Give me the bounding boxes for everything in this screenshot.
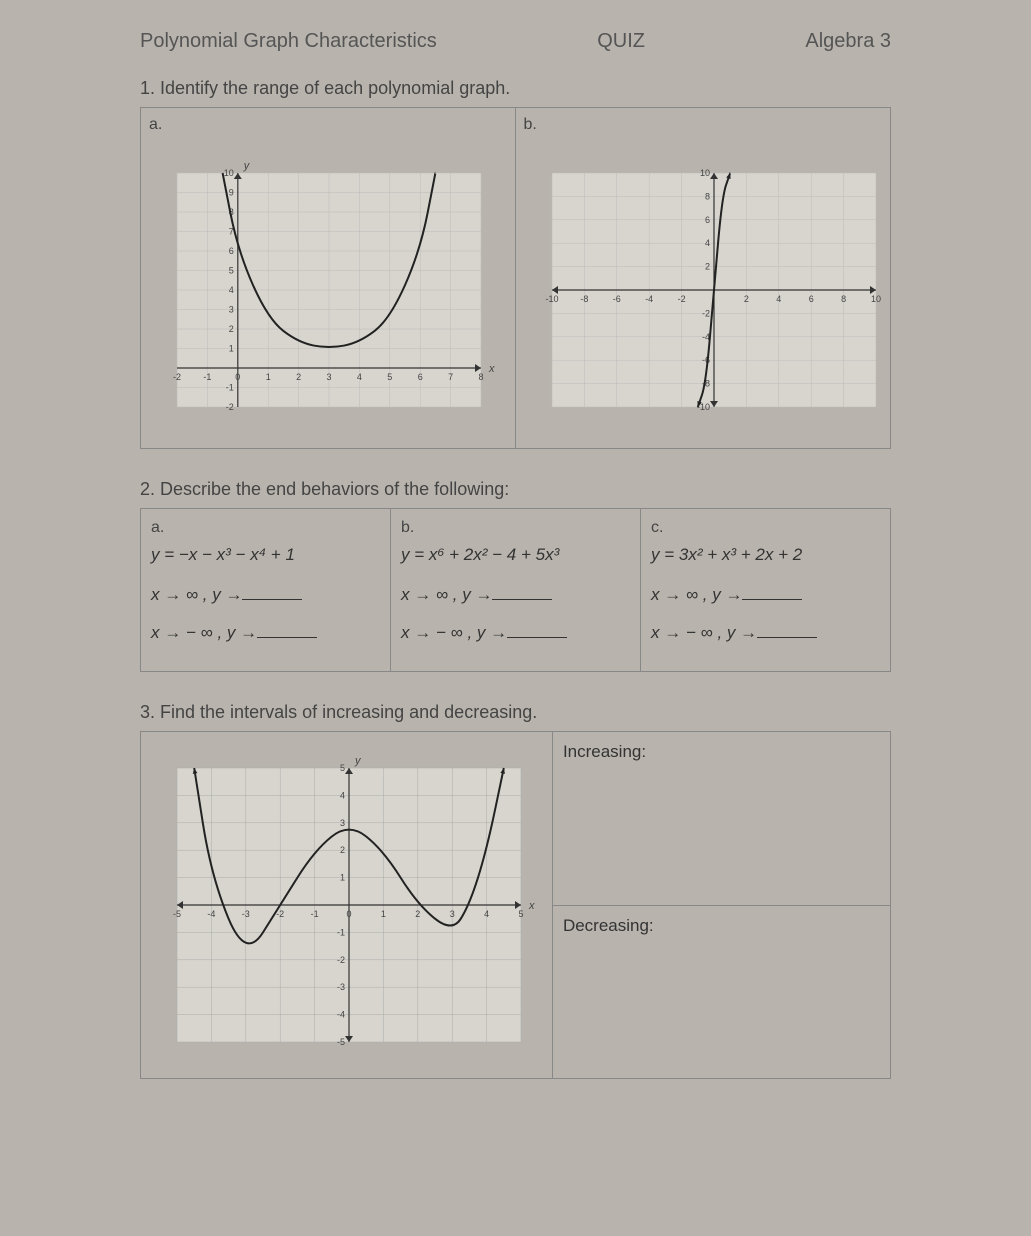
svg-text:10: 10: [224, 168, 234, 178]
svg-text:-3: -3: [337, 982, 345, 992]
svg-text:x: x: [488, 363, 495, 375]
q2-prompt: 2. Describe the end behaviors of the fol…: [140, 479, 991, 500]
svg-text:1: 1: [340, 873, 345, 883]
q1-row: a. -2-1012345678-2-112345678910xy b. -10…: [140, 107, 891, 449]
svg-text:-1: -1: [337, 927, 345, 937]
q1b-svg: -10-8-6-4-2246810-10-8-6-4-2246810: [524, 145, 883, 435]
svg-text:2: 2: [229, 324, 234, 334]
svg-text:6: 6: [229, 246, 234, 256]
q2a-lim2: x → − ∞ , y →: [151, 623, 380, 643]
svg-text:-5: -5: [337, 1037, 345, 1047]
q1a-svg: -2-1012345678-2-112345678910xy: [149, 145, 507, 435]
svg-text:9: 9: [229, 188, 234, 198]
q2a-eq: y = −x − x³ − x⁴ + 1: [151, 545, 380, 565]
svg-text:-4: -4: [337, 1010, 345, 1020]
q1b-graph: -10-8-6-4-2246810-10-8-6-4-2246810: [524, 140, 883, 440]
svg-text:2: 2: [296, 372, 301, 382]
header-right: Algebra 3: [805, 30, 891, 53]
svg-text:6: 6: [418, 372, 423, 382]
svg-text:-4: -4: [207, 909, 215, 919]
svg-text:-10: -10: [545, 294, 558, 304]
svg-text:4: 4: [357, 372, 362, 382]
q3-decreasing: Decreasing:: [553, 906, 890, 1079]
svg-text:1: 1: [229, 344, 234, 354]
q1a-label: a.: [149, 116, 507, 134]
q2c-cell: c. y = 3x² + x³ + 2x + 2 x → ∞ , y → x →…: [641, 509, 890, 671]
q2b-cell: b. y = x⁶ + 2x² − 4 + 5x³ x → ∞ , y → x …: [391, 509, 641, 671]
svg-text:5: 5: [340, 763, 345, 773]
q3-prompt: 3. Find the intervals of increasing and …: [140, 702, 991, 723]
svg-text:y: y: [354, 755, 362, 767]
svg-text:3: 3: [340, 818, 345, 828]
svg-text:x: x: [528, 900, 535, 912]
svg-text:5: 5: [229, 266, 234, 276]
page-header: Polynomial Graph Characteristics QUIZ Al…: [140, 30, 891, 53]
svg-text:-2: -2: [677, 294, 685, 304]
svg-text:1: 1: [381, 909, 386, 919]
svg-text:7: 7: [448, 372, 453, 382]
svg-text:4: 4: [229, 285, 234, 295]
svg-text:-1: -1: [226, 383, 234, 393]
svg-text:-2: -2: [701, 308, 709, 318]
svg-text:-6: -6: [612, 294, 620, 304]
svg-text:4: 4: [776, 294, 781, 304]
q3-svg: -5-4-3-2-1012345-5-4-3-2-112345xy: [149, 740, 544, 1070]
q3-graph-cell: -5-4-3-2-1012345-5-4-3-2-112345xy: [141, 732, 553, 1078]
q2a-lim1: x → ∞ , y →: [151, 585, 380, 605]
svg-text:2: 2: [743, 294, 748, 304]
svg-text:-5: -5: [173, 909, 181, 919]
svg-text:-3: -3: [242, 909, 250, 919]
q1b-label: b.: [524, 116, 883, 134]
q2b-lim1: x → ∞ , y →: [401, 585, 630, 605]
svg-text:2: 2: [415, 909, 420, 919]
svg-text:4: 4: [484, 909, 489, 919]
q2c-lim2: x → − ∞ , y →: [651, 623, 880, 643]
svg-text:-1: -1: [203, 372, 211, 382]
q1-prompt: 1. Identify the range of each polynomial…: [140, 78, 991, 99]
svg-text:-2: -2: [337, 955, 345, 965]
svg-text:10: 10: [870, 294, 880, 304]
svg-text:0: 0: [346, 909, 351, 919]
svg-text:-2: -2: [226, 402, 234, 412]
q2a-cell: a. y = −x − x³ − x⁴ + 1 x → ∞ , y → x → …: [141, 509, 391, 671]
svg-text:3: 3: [229, 305, 234, 315]
q1a-cell: a. -2-1012345678-2-112345678910xy: [141, 108, 516, 448]
q2c-label: c.: [651, 519, 880, 537]
q2-row: a. y = −x − x³ − x⁴ + 1 x → ∞ , y → x → …: [140, 508, 891, 672]
q2c-lim1: x → ∞ , y →: [651, 585, 880, 605]
svg-text:4: 4: [704, 238, 709, 248]
svg-text:5: 5: [387, 372, 392, 382]
svg-text:-1: -1: [311, 909, 319, 919]
svg-text:0: 0: [235, 372, 240, 382]
q2b-label: b.: [401, 519, 630, 537]
q2b-lim2: x → − ∞ , y →: [401, 623, 630, 643]
header-center: QUIZ: [597, 30, 645, 53]
q3-increasing: Increasing:: [553, 732, 890, 906]
q2b-eq: y = x⁶ + 2x² − 4 + 5x³: [401, 545, 630, 565]
q3-row: -5-4-3-2-1012345-5-4-3-2-112345xy Increa…: [140, 731, 891, 1079]
svg-text:10: 10: [699, 168, 709, 178]
q2a-label: a.: [151, 519, 380, 537]
svg-text:8: 8: [478, 372, 483, 382]
svg-text:2: 2: [340, 845, 345, 855]
q2c-eq: y = 3x² + x³ + 2x + 2: [651, 545, 880, 565]
svg-text:1: 1: [266, 372, 271, 382]
svg-text:3: 3: [326, 372, 331, 382]
svg-text:2: 2: [704, 262, 709, 272]
q3-answers: Increasing: Decreasing:: [553, 732, 890, 1078]
header-left: Polynomial Graph Characteristics: [140, 30, 437, 53]
q1b-cell: b. -10-8-6-4-2246810-10-8-6-4-2246810: [516, 108, 891, 448]
svg-text:3: 3: [450, 909, 455, 919]
svg-text:-8: -8: [580, 294, 588, 304]
svg-text:8: 8: [704, 191, 709, 201]
svg-text:-4: -4: [645, 294, 653, 304]
svg-text:y: y: [243, 160, 251, 172]
svg-text:-2: -2: [173, 372, 181, 382]
svg-text:6: 6: [808, 294, 813, 304]
q1a-graph: -2-1012345678-2-112345678910xy: [149, 140, 507, 440]
svg-text:5: 5: [518, 909, 523, 919]
svg-text:6: 6: [704, 215, 709, 225]
svg-text:8: 8: [841, 294, 846, 304]
svg-text:4: 4: [340, 790, 345, 800]
